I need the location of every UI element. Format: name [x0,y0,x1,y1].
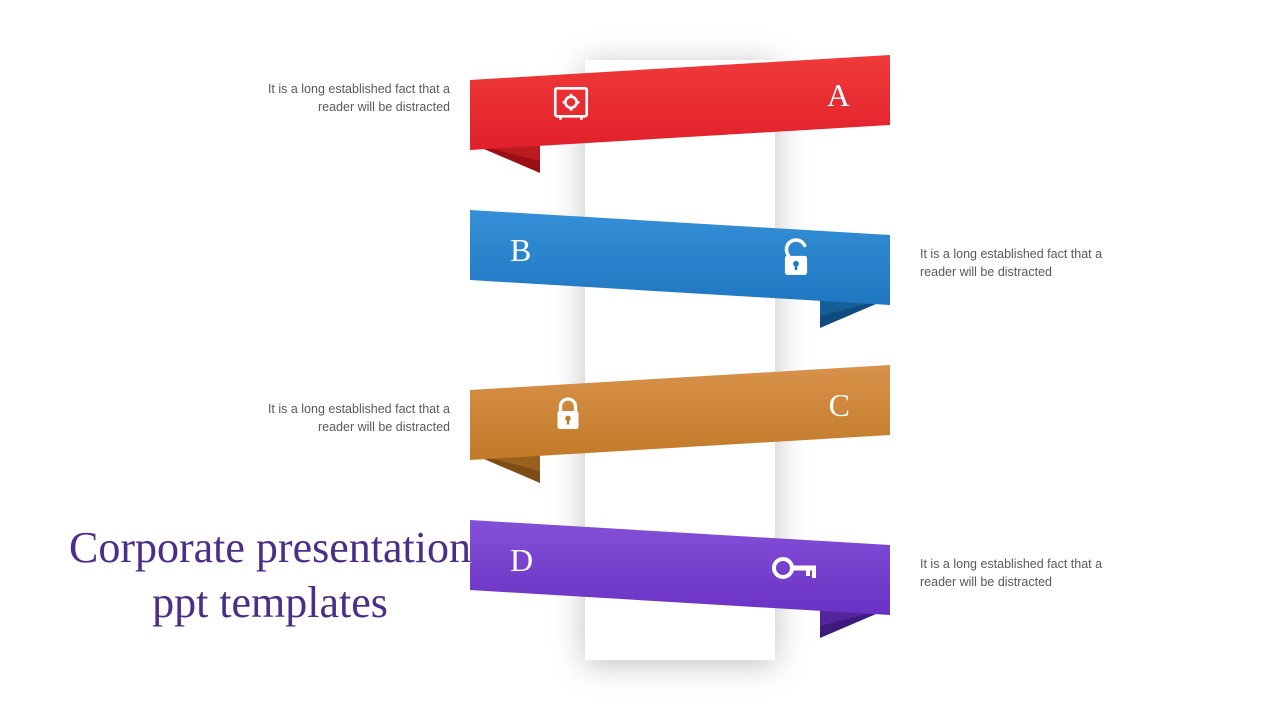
lock-icon [550,393,586,440]
ribbon-a-letter: A [827,77,850,114]
ribbon-c: C [470,365,890,460]
unlock-icon [777,238,815,285]
ribbon-c-caption: It is a long established fact that a rea… [230,400,450,436]
ribbon-b: B [470,210,890,305]
ribbon-d-letter: D [510,542,533,579]
ribbon-c-letter: C [829,387,850,424]
ribbon-c-body [470,365,890,460]
ribbon-d: D [470,520,890,615]
ribbon-b-caption: It is a long established fact that a rea… [920,245,1140,281]
ribbon-d-caption: It is a long established fact that a rea… [920,555,1140,591]
ribbon-b-letter: B [510,232,531,269]
key-icon [772,554,820,587]
ribbon-a: A [470,55,890,150]
ribbon-b-body [470,210,890,305]
safe-icon [550,83,592,130]
ribbon-a-caption: It is a long established fact that a rea… [230,80,450,116]
page-title: Corporate presentation ppt templates [60,520,480,630]
